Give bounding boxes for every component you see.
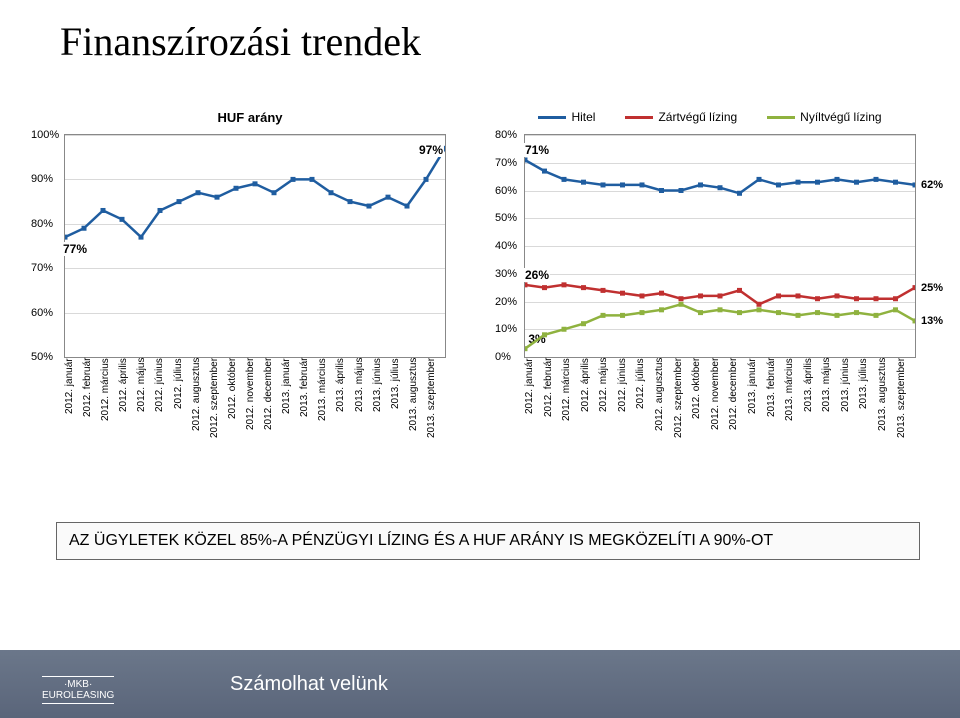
legend-item: Zártvégű lízing <box>625 110 737 124</box>
x-label: 2013. január <box>281 358 299 473</box>
y-tick: 70% <box>31 262 53 274</box>
y-tick: 80% <box>31 218 53 230</box>
logo-bottom: EUROLEASING <box>42 690 114 701</box>
x-label: 2013. június <box>840 358 859 473</box>
x-label: 2013. június <box>372 358 390 473</box>
y-tick: 50% <box>31 351 53 363</box>
x-label: 2012. december <box>263 358 281 473</box>
right-line-svg <box>525 135 915 357</box>
x-label: 2012. augusztus <box>191 358 209 473</box>
right-x-labels: 2012. január2012. február2012. március20… <box>524 358 914 473</box>
footer-slogan: Számolhat velünk <box>230 673 388 696</box>
y-tick: 90% <box>31 173 53 185</box>
x-label: 2012. január <box>524 358 543 473</box>
x-label: 2012. szeptember <box>673 358 692 473</box>
logo-top: ·MKB· <box>42 679 114 690</box>
x-label: 2012. június <box>154 358 172 473</box>
y-tick: 0% <box>495 351 511 363</box>
x-label: 2012. október <box>691 358 710 473</box>
x-label: 2012. november <box>710 358 729 473</box>
data-label: 97% <box>418 143 444 157</box>
legend-swatch <box>767 116 795 119</box>
lizing-chart: HitelZártvégű lízingNyíltvégű lízing 0%1… <box>490 120 930 490</box>
page-title: Finanszírozási trendek <box>60 18 421 65</box>
left-line-svg <box>65 135 445 357</box>
x-label: 2012. augusztus <box>654 358 673 473</box>
legend-label: Zártvégű lízing <box>658 110 737 124</box>
x-label: 2012. május <box>598 358 617 473</box>
legend-item: Nyíltvégű lízing <box>767 110 881 124</box>
x-label: 2013. február <box>766 358 785 473</box>
legend-swatch <box>538 116 566 119</box>
x-label: 2013. március <box>317 358 335 473</box>
data-label: 13% <box>921 315 943 327</box>
x-label: 2012. július <box>173 358 191 473</box>
x-label: 2012. április <box>118 358 136 473</box>
legend-item: Hitel <box>538 110 595 124</box>
x-label: 2012. szeptember <box>209 358 227 473</box>
x-label: 2013. május <box>821 358 840 473</box>
left-chart-title: HUF arány <box>30 110 470 125</box>
y-tick: 40% <box>495 240 517 252</box>
data-label: 25% <box>921 282 943 294</box>
x-label: 2012. április <box>580 358 599 473</box>
x-label: 2013. augusztus <box>877 358 896 473</box>
x-label: 2013. július <box>858 358 877 473</box>
x-label: 2012. július <box>635 358 654 473</box>
x-label: 2013. április <box>335 358 353 473</box>
chart-area: HUF arány 50%60%70%80%90%100%77%97% 2012… <box>30 120 930 490</box>
x-label: 2012. december <box>728 358 747 473</box>
left-x-labels: 2012. január2012. február2012. március20… <box>64 358 444 473</box>
x-label: 2012. március <box>100 358 118 473</box>
footer: ·MKB· EUROLEASING Számolhat velünk <box>0 650 960 718</box>
y-tick: 100% <box>31 129 59 141</box>
y-tick: 30% <box>495 268 517 280</box>
legend-swatch <box>625 116 653 119</box>
x-label: 2012. február <box>543 358 562 473</box>
x-label: 2013. február <box>299 358 317 473</box>
summary-text: AZ ÜGYLETEK KÖZEL 85%-A PÉNZÜGYI LÍZING … <box>56 522 920 560</box>
y-tick: 60% <box>31 307 53 319</box>
legend-label: Nyíltvégű lízing <box>800 110 881 124</box>
x-label: 2013. szeptember <box>426 358 444 473</box>
y-tick: 80% <box>495 129 517 141</box>
data-label: 77% <box>62 242 88 256</box>
x-label: 2012. március <box>561 358 580 473</box>
x-label: 2013. május <box>354 358 372 473</box>
footer-logo: ·MKB· EUROLEASING <box>42 676 114 704</box>
y-tick: 10% <box>495 323 517 335</box>
right-plot: 0%10%20%30%40%50%60%70%80%71%26%3%62%25%… <box>524 134 916 358</box>
x-label: 2012. május <box>136 358 154 473</box>
x-label: 2012. január <box>64 358 82 473</box>
x-label: 2013. április <box>803 358 822 473</box>
huf-arany-chart: HUF arány 50%60%70%80%90%100%77%97% 2012… <box>30 120 470 490</box>
x-label: 2013. augusztus <box>408 358 426 473</box>
x-label: 2012. június <box>617 358 636 473</box>
right-legend: Hitel Zártvégű lízing Nyíltvégű lízing <box>490 110 930 124</box>
x-label: 2013. március <box>784 358 803 473</box>
y-tick: 20% <box>495 296 517 308</box>
y-tick: 50% <box>495 212 517 224</box>
left-plot: 50%60%70%80%90%100%77%97% <box>64 134 446 358</box>
y-tick: 70% <box>495 157 517 169</box>
x-label: 2013. július <box>390 358 408 473</box>
x-label: 2012. október <box>227 358 245 473</box>
y-tick: 60% <box>495 185 517 197</box>
x-label: 2013. szeptember <box>896 358 915 473</box>
data-label: 62% <box>921 179 943 191</box>
x-label: 2013. január <box>747 358 766 473</box>
legend-label: Hitel <box>571 110 595 124</box>
x-label: 2012. február <box>82 358 100 473</box>
x-label: 2012. november <box>245 358 263 473</box>
